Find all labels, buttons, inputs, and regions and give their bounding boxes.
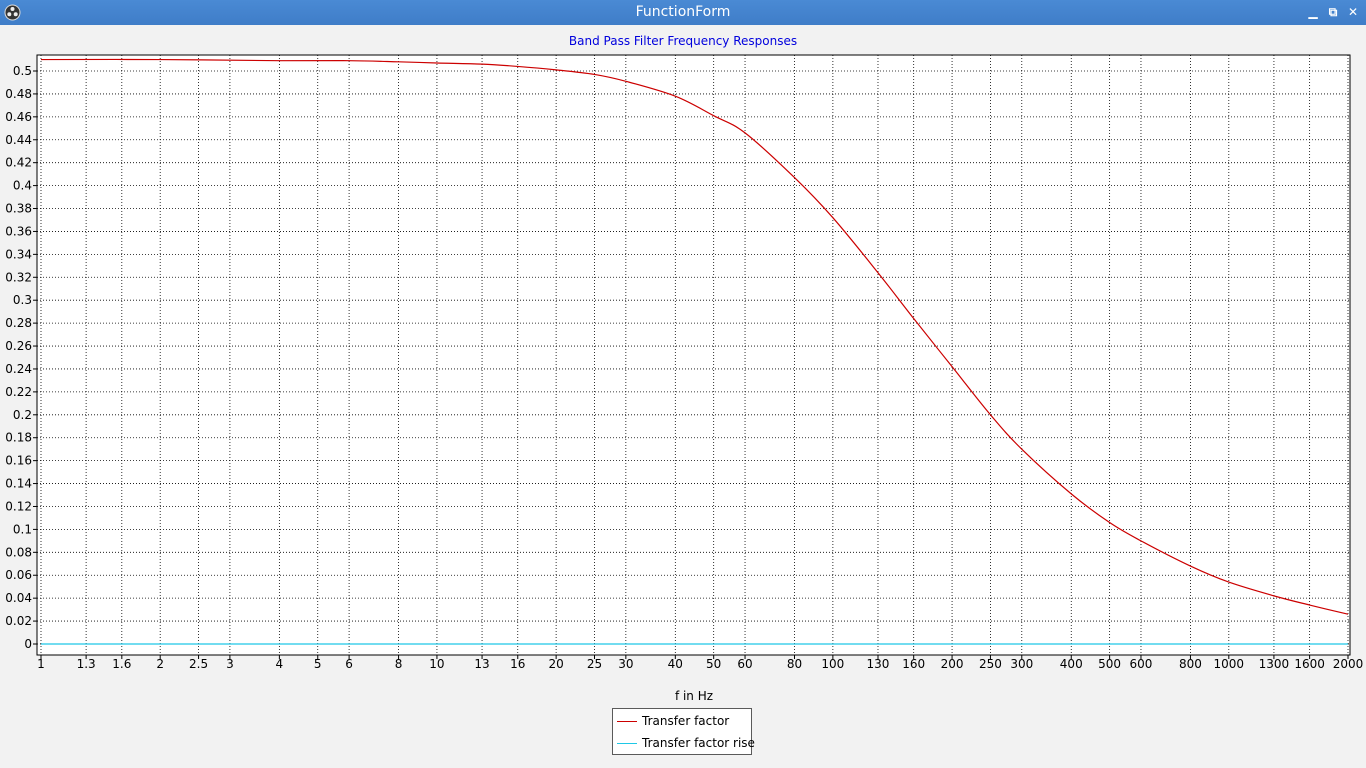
frequency-response-chart: Band Pass Filter Frequency Responses 1 1.… (5, 34, 1363, 703)
x-tick-label: 60 (737, 657, 752, 671)
y-tick-label: 0 (24, 637, 32, 651)
legend-label-transfer-factor: Transfer factor (642, 714, 730, 728)
minimize-button[interactable]: ▁ (1308, 5, 1318, 19)
y-tick-label: 0.42 (5, 156, 32, 170)
x-tick-label: 6 (345, 657, 353, 671)
x-tick-label: 80 (787, 657, 802, 671)
x-tick-label: 100 (821, 657, 844, 671)
x-tick-label: 500 (1098, 657, 1121, 671)
title-bar[interactable]: FunctionForm ▁ ⧉ ✕ (0, 0, 1366, 25)
window-title: FunctionForm (635, 4, 731, 20)
y-tick-label: 0.5 (13, 64, 32, 78)
legend-item-transfer-factor-rise[interactable]: Transfer factor rise (617, 733, 755, 753)
app-logo-icon[interactable] (4, 4, 21, 21)
y-tick-label: 0.22 (5, 385, 32, 399)
y-tick-label: 0.16 (5, 454, 32, 468)
grid-lines (37, 55, 1350, 655)
x-tick-label: 2.5 (189, 657, 208, 671)
x-tick-label: 1300 (1259, 657, 1290, 671)
chart-area: Band Pass Filter Frequency Responses 1 1.… (0, 25, 1366, 764)
x-tick-label: 16 (510, 657, 525, 671)
y-tick-label: 0.44 (5, 133, 32, 147)
y-tick-label: 0.06 (5, 568, 32, 582)
restore-button[interactable]: ⧉ (1328, 5, 1338, 19)
chart-title: Band Pass Filter Frequency Responses (569, 34, 797, 48)
x-axis-label: f in Hz (675, 689, 713, 703)
x-tick-label: 1600 (1294, 657, 1325, 671)
x-tick-label: 4 (276, 657, 284, 671)
close-button[interactable]: ✕ (1347, 5, 1359, 19)
x-tick-label: 40 (668, 657, 683, 671)
x-tick-label: 400 (1060, 657, 1083, 671)
y-tick-label: 0.28 (5, 316, 32, 330)
x-tick-label: 160 (902, 657, 925, 671)
y-tick-label: 0.32 (5, 270, 32, 284)
x-tick-label: 30 (618, 657, 633, 671)
legend-item-transfer-factor[interactable]: Transfer factor (617, 711, 729, 731)
legend-swatch-transfer-factor (617, 720, 637, 722)
y-tick-label: 0.24 (5, 362, 32, 376)
y-tick-label: 0.2 (13, 408, 32, 422)
x-tick-label: 25 (587, 657, 602, 671)
y-tick-label: 0.1 (13, 522, 32, 536)
y-tick-label: 0.3 (13, 293, 32, 307)
y-tick-label: 0.38 (5, 202, 32, 216)
y-tick-label: 0.48 (5, 87, 32, 101)
x-tick-label: 130 (867, 657, 890, 671)
legend-label-transfer-factor-rise: Transfer factor rise (642, 736, 755, 750)
x-tick-label: 800 (1179, 657, 1202, 671)
legend-swatch-transfer-factor-rise (617, 742, 637, 744)
x-tick-label: 2000 (1333, 657, 1364, 671)
y-axis-ticks: 0 0.02 0.04 0.06 0.08 0.1 0.12 0.14 0.16 0.18 0.2 0… (5, 64, 37, 651)
x-tick-label: 1 (37, 657, 45, 671)
y-tick-label: 0.46 (5, 110, 32, 124)
y-tick-label: 0.14 (5, 477, 32, 491)
y-tick-label: 0.12 (5, 499, 32, 513)
x-tick-label: 5 (314, 657, 322, 671)
x-tick-label: 8 (395, 657, 403, 671)
x-tick-label: 1.6 (112, 657, 131, 671)
x-tick-label: 50 (706, 657, 721, 671)
x-tick-label: 250 (979, 657, 1002, 671)
x-tick-label: 200 (941, 657, 964, 671)
y-tick-label: 0.34 (5, 247, 32, 261)
plot-frame (36, 54, 1351, 656)
y-tick-label: 0.18 (5, 431, 32, 445)
y-tick-label: 0.26 (5, 339, 32, 353)
x-tick-label: 1.3 (77, 657, 96, 671)
y-tick-label: 0.02 (5, 614, 32, 628)
y-tick-label: 0.04 (5, 591, 32, 605)
y-tick-label: 0.4 (13, 179, 32, 193)
x-tick-label: 20 (548, 657, 563, 671)
x-tick-label: 600 (1130, 657, 1153, 671)
series-layer (40, 58, 1349, 645)
x-tick-label: 3 (226, 657, 234, 671)
x-axis-ticks: 1 1.3 1.6 2 2.5 3 4 5 6 8 10 13 16 20 25 30 40 50 60 80 100 1… (37, 655, 1363, 671)
y-tick-label: 0.36 (5, 224, 32, 238)
x-tick-label: 1000 (1214, 657, 1245, 671)
x-tick-label: 2 (156, 657, 164, 671)
chart-legend: Transfer factor Transfer factor rise (612, 708, 755, 755)
x-tick-label: 13 (474, 657, 489, 671)
series-line-transfer-factor (40, 58, 1349, 615)
x-tick-label: 10 (429, 657, 444, 671)
y-tick-label: 0.08 (5, 545, 32, 559)
x-tick-label: 300 (1010, 657, 1033, 671)
